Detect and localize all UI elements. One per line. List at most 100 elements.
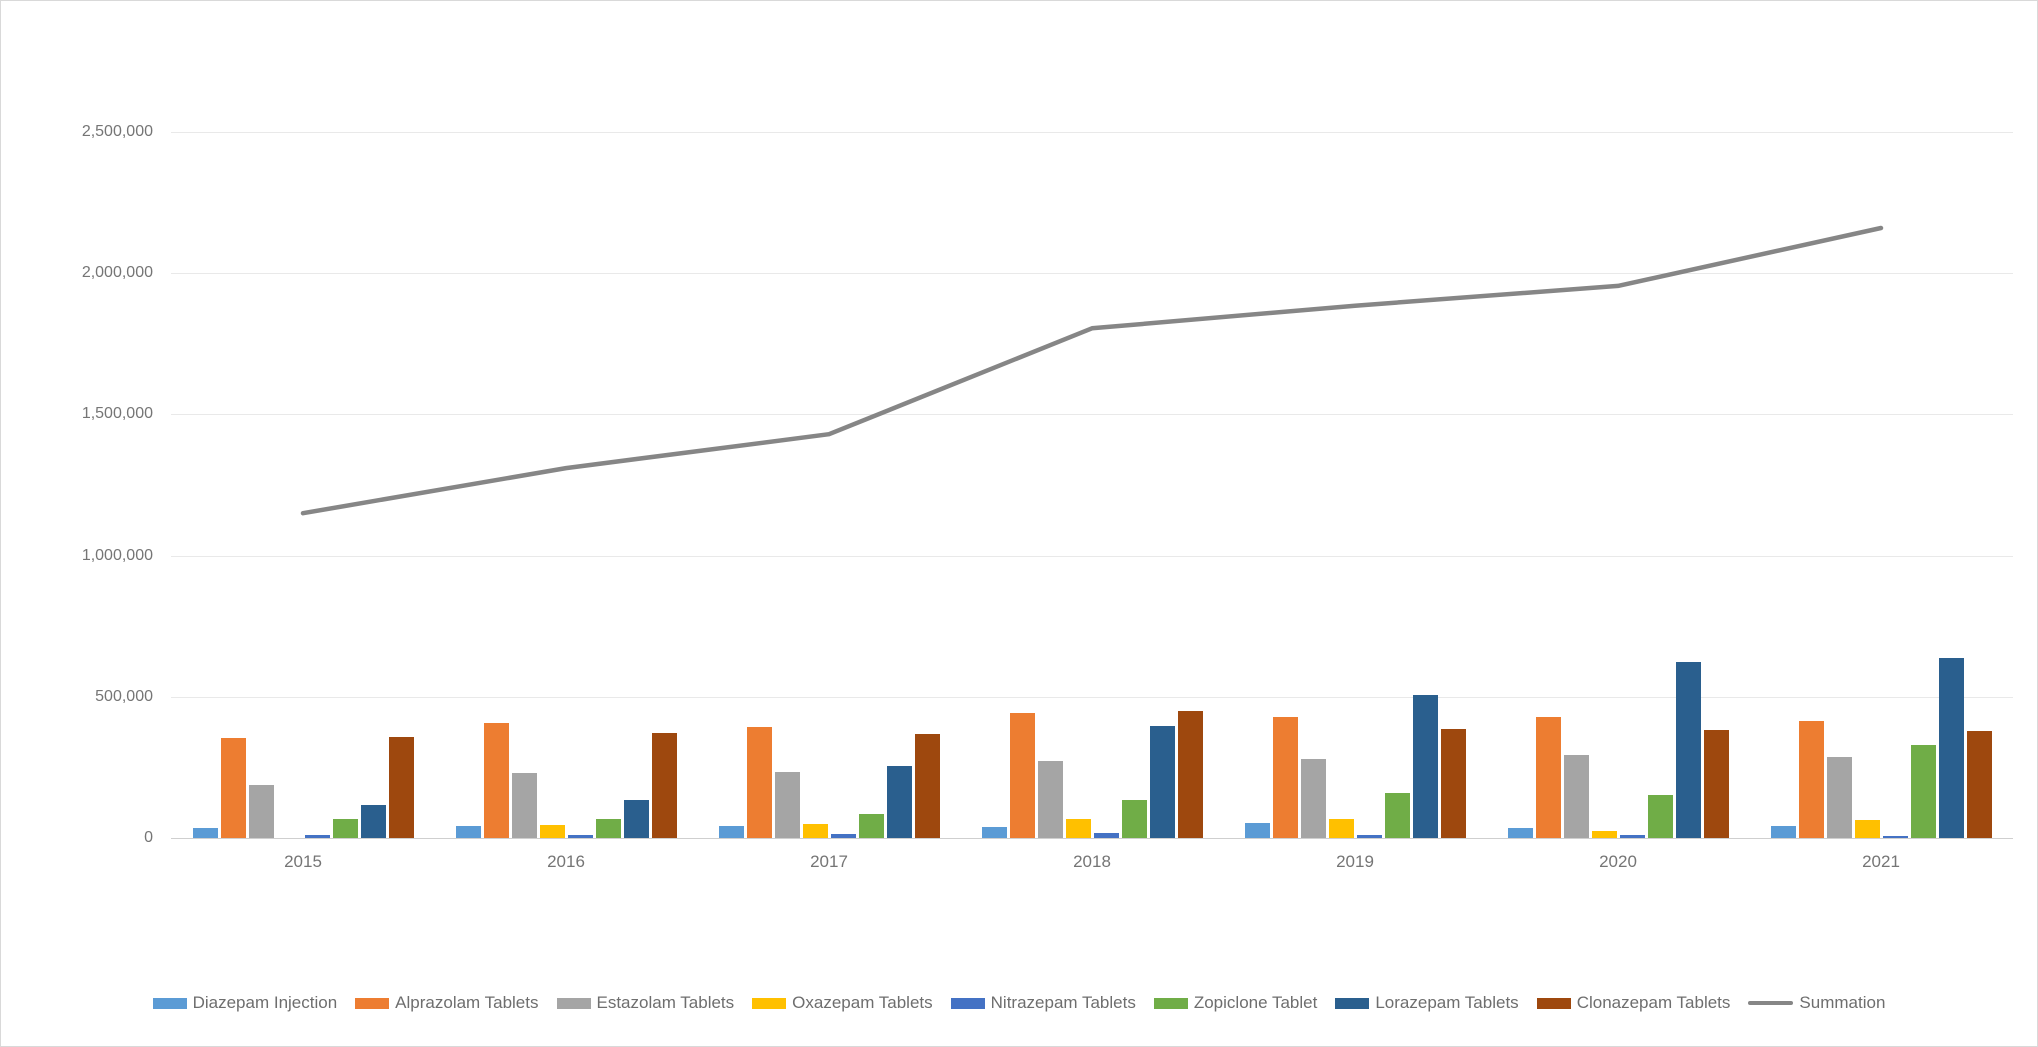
legend-item-nitrazepam-tablets[interactable]: Nitrazepam Tablets (950, 993, 1136, 1013)
bar-nitrazepam-tablets-2016[interactable] (567, 835, 593, 838)
summation-line[interactable] (171, 1, 2013, 861)
summation-line-path[interactable] (300, 225, 1884, 516)
y-axis-tick-label: 0 (144, 829, 153, 846)
legend-swatch-icon (752, 997, 787, 1009)
bar-clonazepam-tablets-2018[interactable] (1177, 711, 1203, 838)
legend-swatch-icon (1536, 997, 1571, 1009)
bar-alprazolam-tablets-2019[interactable] (1272, 717, 1298, 838)
bar-lorazepam-tablets-2015[interactable] (360, 805, 386, 838)
x-axis-tick-label-2017: 2017 (810, 852, 848, 871)
bar-zopiclone-tablet-2021[interactable] (1910, 745, 1936, 838)
bar-oxazepam-tablets-2017[interactable] (802, 824, 828, 838)
bar-oxazepam-tablets-2016[interactable] (539, 825, 565, 838)
bar-zopiclone-tablet-2020[interactable] (1647, 795, 1673, 838)
bar-nitrazepam-tablets-2021[interactable] (1882, 836, 1908, 838)
bar-clonazepam-tablets-2015[interactable] (388, 737, 414, 838)
bar-diazepam-injection-2021[interactable] (1770, 826, 1796, 838)
y-axis-tick-label: 500,000 (95, 687, 153, 705)
bar-alprazolam-tablets-2016[interactable] (483, 723, 509, 838)
legend-line-marker-icon (1748, 1001, 1794, 1005)
legend-label: Estazolam Tablets (596, 993, 735, 1012)
legend-swatch-icon (556, 997, 591, 1009)
bar-lorazepam-tablets-2018[interactable] (1149, 726, 1175, 838)
legend-label: Clonazepam Tablets (1576, 993, 1731, 1012)
legend-item-clonazepam-tablets[interactable]: Clonazepam Tablets (1536, 993, 1731, 1013)
legend-item-diazepam-injection[interactable]: Diazepam Injection (152, 993, 338, 1013)
bar-estazolam-tablets-2015[interactable] (248, 785, 274, 838)
bar-zopiclone-tablet-2015[interactable] (332, 819, 358, 838)
legend-item-summation[interactable]: Summation (1748, 993, 1885, 1013)
bar-oxazepam-tablets-2021[interactable] (1854, 820, 1880, 838)
legend-item-alprazolam-tablets[interactable]: Alprazolam Tablets (355, 993, 539, 1013)
x-axis-tick-label-2015: 2015 (284, 852, 322, 871)
y-axis-tick-label: 2,000,000 (81, 264, 153, 282)
bar-lorazepam-tablets-2016[interactable] (623, 800, 649, 838)
y-axis-tick-label: 1,000,000 (81, 546, 153, 564)
bar-zopiclone-tablet-2018[interactable] (1121, 800, 1147, 838)
legend-label: Zopiclone Tablet (1193, 993, 1318, 1012)
bar-zopiclone-tablet-2016[interactable] (595, 819, 621, 838)
bar-diazepam-injection-2019[interactable] (1244, 823, 1270, 838)
bar-lorazepam-tablets-2020[interactable] (1675, 662, 1701, 838)
legend-item-zopiclone-tablet[interactable]: Zopiclone Tablet (1153, 993, 1318, 1013)
bar-lorazepam-tablets-2019[interactable] (1412, 695, 1438, 838)
gridline (171, 414, 2013, 416)
bar-diazepam-injection-2015[interactable] (192, 828, 218, 838)
bar-estazolam-tablets-2016[interactable] (511, 773, 537, 838)
legend-label: Diazepam Injection (192, 993, 338, 1012)
bar-alprazolam-tablets-2015[interactable] (220, 738, 246, 838)
legend-label: Alprazolam Tablets (395, 993, 539, 1012)
bar-diazepam-injection-2016[interactable] (455, 826, 481, 838)
bar-zopiclone-tablet-2019[interactable] (1384, 793, 1410, 838)
legend-label: Summation (1799, 993, 1886, 1012)
y-axis-tick-label: 1,500,000 (81, 405, 153, 423)
legend-swatch-icon (355, 997, 390, 1009)
bar-oxazepam-tablets-2020[interactable] (1591, 831, 1617, 838)
bar-estazolam-tablets-2017[interactable] (774, 772, 800, 838)
legend-item-estazolam-tablets[interactable]: Estazolam Tablets (556, 993, 735, 1013)
bar-estazolam-tablets-2019[interactable] (1300, 759, 1326, 838)
bar-alprazolam-tablets-2020[interactable] (1535, 717, 1561, 838)
x-axis-tick-label-2016: 2016 (547, 852, 585, 871)
bar-clonazepam-tablets-2016[interactable] (651, 733, 677, 838)
x-axis-line (171, 838, 2013, 839)
bar-estazolam-tablets-2018[interactable] (1037, 761, 1063, 838)
bar-clonazepam-tablets-2020[interactable] (1703, 730, 1729, 838)
bar-nitrazepam-tablets-2017[interactable] (830, 834, 856, 838)
x-axis-tick-label-2018: 2018 (1073, 852, 1111, 871)
bar-estazolam-tablets-2021[interactable] (1826, 757, 1852, 838)
bar-alprazolam-tablets-2017[interactable] (746, 727, 772, 838)
bar-nitrazepam-tablets-2018[interactable] (1093, 833, 1119, 838)
bar-diazepam-injection-2020[interactable] (1507, 828, 1533, 838)
chart-legend: Diazepam Injection Alprazolam Tablets Esta… (1, 993, 2037, 1013)
bar-alprazolam-tablets-2018[interactable] (1009, 713, 1035, 838)
legend-item-lorazepam-tablets[interactable]: Lorazepam Tablets (1335, 993, 1519, 1013)
bar-lorazepam-tablets-2017[interactable] (886, 766, 912, 838)
bar-clonazepam-tablets-2019[interactable] (1440, 729, 1466, 838)
bar-nitrazepam-tablets-2020[interactable] (1619, 835, 1645, 838)
bar-alprazolam-tablets-2021[interactable] (1798, 721, 1824, 838)
legend-swatch-icon (152, 997, 187, 1009)
legend-label: Nitrazepam Tablets (990, 993, 1136, 1012)
x-axis-tick-label-2021: 2021 (1862, 852, 1900, 871)
legend-item-oxazepam-tablets[interactable]: Oxazepam Tablets (752, 993, 933, 1013)
bar-clonazepam-tablets-2017[interactable] (914, 734, 940, 838)
bar-lorazepam-tablets-2021[interactable] (1938, 658, 1964, 838)
gridline (171, 555, 2013, 557)
x-axis-tick-label-2020: 2020 (1599, 852, 1637, 871)
bar-nitrazepam-tablets-2019[interactable] (1356, 835, 1382, 838)
bar-oxazepam-tablets-2018[interactable] (1065, 819, 1091, 838)
legend-swatch-icon (1335, 997, 1370, 1009)
bar-estazolam-tablets-2020[interactable] (1563, 755, 1589, 838)
legend-swatch-icon (1153, 997, 1188, 1009)
bar-diazepam-injection-2018[interactable] (981, 827, 1007, 838)
bar-zopiclone-tablet-2017[interactable] (858, 814, 884, 838)
bar-nitrazepam-tablets-2015[interactable] (304, 835, 330, 838)
legend-swatch-icon (950, 997, 985, 1009)
legend-label: Lorazepam Tablets (1375, 993, 1519, 1012)
legend-label: Oxazepam Tablets (792, 993, 933, 1012)
bar-oxazepam-tablets-2019[interactable] (1328, 819, 1354, 838)
bar-clonazepam-tablets-2021[interactable] (1966, 731, 1992, 838)
bar-diazepam-injection-2017[interactable] (718, 826, 744, 838)
